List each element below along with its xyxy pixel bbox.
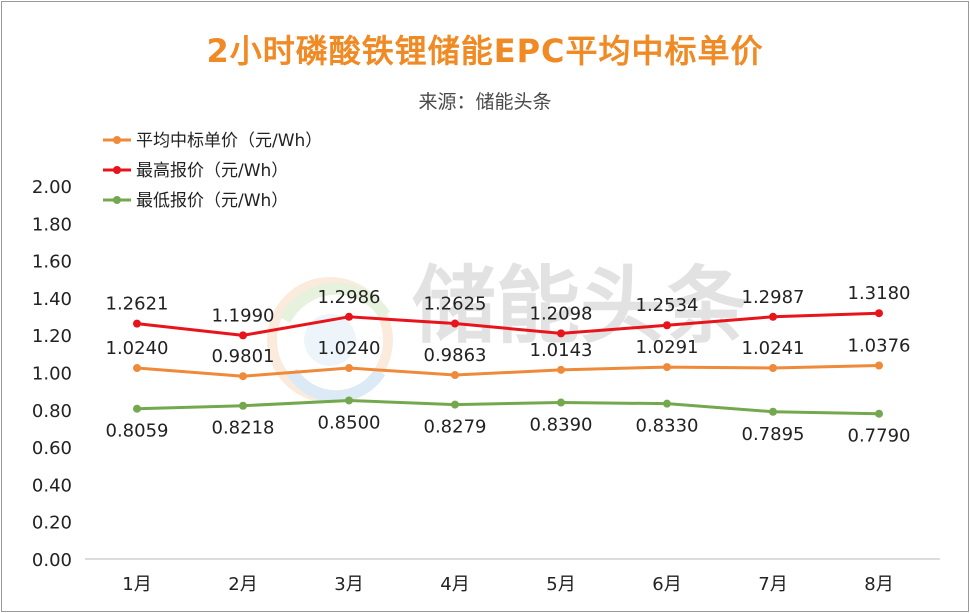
- series-line: [136, 363, 880, 378]
- data-point: [239, 401, 247, 410]
- data-label: 1.0143: [530, 340, 593, 361]
- x-tick-label: 3月: [334, 574, 363, 595]
- data-point: [451, 400, 459, 409]
- data-point: [769, 407, 777, 416]
- legend-marker: [113, 196, 121, 204]
- data-label: 0.9863: [424, 345, 487, 366]
- legend-marker: [113, 136, 121, 144]
- x-tick-label: 8月: [864, 574, 893, 595]
- data-label: 1.2098: [530, 303, 593, 324]
- data-label: 0.7895: [742, 424, 805, 445]
- data-point: [133, 364, 141, 373]
- data-label: 1.0240: [106, 338, 169, 359]
- y-tick-label: 0.00: [32, 550, 72, 571]
- legend-item: 最高报价（元/Wh）: [103, 161, 288, 181]
- y-tick-label: 1.00: [32, 364, 72, 385]
- watermark-logo: [267, 277, 393, 403]
- data-label: 1.3180: [848, 283, 911, 304]
- data-label: 1.0376: [848, 335, 911, 356]
- x-tick-label: 2月: [228, 574, 257, 595]
- data-point: [875, 409, 883, 418]
- data-label: 1.2621: [106, 294, 169, 315]
- legend-item: 平均中标单价（元/Wh）: [103, 131, 322, 151]
- x-tick-label: 5月: [546, 574, 575, 595]
- series-lines: [133, 309, 883, 418]
- y-tick-label: 1.60: [32, 252, 72, 273]
- x-tick-label: 4月: [440, 574, 469, 595]
- chart-title: 2小时磷酸铁锂储能EPC平均中标单价: [206, 32, 764, 70]
- data-label: 1.0241: [742, 338, 805, 359]
- data-label: 1.2534: [636, 295, 699, 316]
- data-label: 1.1990: [212, 305, 275, 326]
- data-point: [239, 331, 247, 340]
- y-tick-label: 2.00: [32, 177, 72, 198]
- legend-item: 最低报价（元/Wh）: [103, 191, 288, 211]
- data-point: [663, 321, 671, 330]
- x-tick-label: 1月: [122, 574, 151, 595]
- data-point: [557, 329, 565, 338]
- x-tick-label: 6月: [652, 574, 681, 595]
- legend-label: 最低报价（元/Wh）: [136, 191, 288, 211]
- chart-subtitle: 来源：储能头条: [418, 91, 552, 113]
- data-label: 1.2987: [742, 287, 805, 308]
- y-tick-label: 1.40: [32, 289, 72, 310]
- data-point: [451, 371, 459, 380]
- data-label: 0.8500: [318, 412, 381, 433]
- watermark-text: 储能头条: [412, 257, 748, 355]
- data-point: [875, 309, 883, 318]
- data-point: [663, 363, 671, 372]
- data-point: [663, 399, 671, 408]
- chart-axes: 0.00 0.20 0.40 0.60 0.80 1.00 1.20 1.40 1.60 1.80…: [32, 177, 940, 595]
- data-point: [133, 319, 141, 328]
- data-label: 1.2625: [424, 294, 487, 315]
- legend-label: 最高报价（元/Wh）: [136, 161, 288, 181]
- series-line: [136, 311, 880, 337]
- data-label: 0.8279: [424, 417, 487, 438]
- y-tick-label: 0.60: [32, 438, 72, 459]
- y-tick-label: 0.20: [32, 513, 72, 534]
- legend: 平均中标单价（元/Wh） 最高报价（元/Wh） 最低报价（元/Wh）: [103, 131, 322, 211]
- data-point: [875, 361, 883, 370]
- y-tick-label: 0.80: [32, 401, 72, 422]
- data-point: [769, 312, 777, 321]
- y-tick-label: 1.80: [32, 214, 72, 235]
- data-point: [239, 372, 247, 381]
- data-label: 1.0291: [636, 337, 699, 358]
- data-label: 0.8330: [636, 416, 699, 437]
- series-line: [136, 398, 880, 416]
- data-point: [345, 364, 353, 373]
- data-label: 1.0240: [318, 338, 381, 359]
- data-point: [451, 319, 459, 328]
- data-label: 0.7790: [848, 426, 911, 447]
- data-point: [557, 398, 565, 407]
- legend-label: 平均中标单价（元/Wh）: [136, 131, 322, 151]
- data-labels: 1.0240 0.9801 1.0240 0.9863 1.0143 1.0291 1.02…: [106, 283, 911, 447]
- x-tick-label: 7月: [758, 574, 787, 595]
- data-point: [133, 404, 141, 413]
- data-label: 1.2986: [318, 287, 381, 308]
- y-tick-label: 1.20: [32, 326, 72, 347]
- legend-marker: [113, 166, 121, 174]
- data-point: [557, 365, 565, 374]
- data-label: 0.8390: [530, 415, 593, 436]
- data-label: 0.9801: [212, 346, 275, 367]
- y-tick-label: 0.40: [32, 475, 72, 496]
- data-point: [345, 312, 353, 321]
- data-point: [769, 364, 777, 373]
- data-label: 0.8218: [212, 418, 275, 439]
- data-label: 0.8059: [106, 421, 169, 442]
- data-point: [345, 396, 353, 405]
- watermark: 储能头条: [267, 257, 748, 403]
